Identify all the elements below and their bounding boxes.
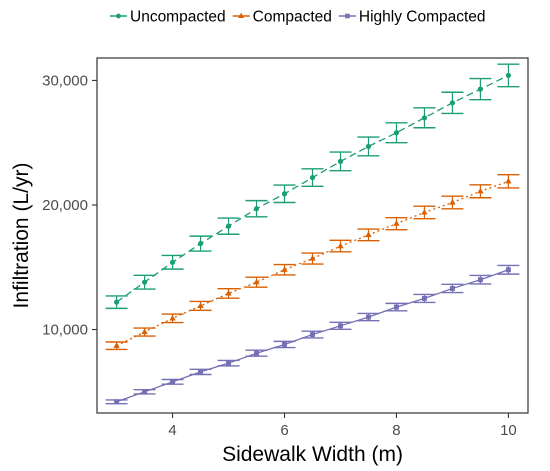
legend-item-compacted: Compacted — [232, 9, 332, 26]
data-point — [141, 279, 148, 285]
data-point — [505, 177, 512, 184]
data-point — [309, 255, 316, 261]
data-point — [142, 389, 148, 395]
series-layer — [105, 63, 520, 405]
data-point — [170, 379, 176, 385]
y-axis-title: Infiltration (L/yr) — [10, 163, 33, 309]
data-point — [366, 314, 371, 320]
y-tick-label: 30,000 — [42, 72, 88, 89]
x-axis: 4 6 8 10 — [168, 413, 517, 439]
legend-marker — [345, 13, 350, 19]
data-point — [225, 289, 232, 296]
data-point — [421, 115, 428, 121]
data-point — [505, 267, 511, 273]
data-point — [337, 242, 344, 249]
data-point — [226, 360, 232, 366]
data-point — [449, 198, 456, 205]
series-compacted — [105, 174, 520, 351]
series-line-uncompacted — [116, 74, 509, 303]
data-point — [449, 285, 455, 291]
data-point — [113, 342, 120, 348]
x-tick-label: 4 — [168, 422, 176, 439]
data-point — [114, 399, 120, 405]
data-point — [281, 191, 288, 197]
legend-marker — [238, 12, 245, 18]
data-point — [197, 240, 204, 247]
data-point — [225, 223, 232, 229]
x-tick-label: 6 — [280, 422, 288, 439]
data-point — [253, 278, 260, 285]
plot-panel-border — [96, 57, 529, 414]
data-point — [338, 323, 343, 329]
data-point — [393, 130, 400, 136]
data-point — [505, 72, 512, 79]
legend-label-compacted: Compacted — [253, 9, 332, 26]
x-tick-label: 8 — [392, 422, 400, 439]
data-point — [169, 314, 176, 321]
data-point — [365, 143, 372, 150]
data-point — [309, 174, 316, 181]
data-point — [365, 231, 372, 237]
legend-label-highly-compacted: Highly Compacted — [359, 9, 486, 26]
data-point — [337, 158, 344, 164]
data-point — [477, 86, 484, 92]
data-point — [113, 299, 120, 305]
data-point — [282, 342, 287, 347]
data-point — [310, 332, 315, 337]
series-highly-compacted — [105, 264, 520, 405]
data-point — [141, 328, 148, 335]
data-point — [197, 302, 204, 308]
y-tick-label: 10,000 — [42, 322, 88, 339]
data-point — [253, 206, 260, 212]
chart-legend: Uncompacted Compacted Highly Compacted — [110, 9, 486, 26]
data-point — [421, 208, 428, 215]
series-line-compacted — [116, 180, 509, 347]
data-point — [421, 295, 427, 301]
series-uncompacted — [105, 63, 520, 310]
data-point — [393, 304, 399, 310]
data-point — [254, 350, 259, 356]
y-axis: 10,000 20,000 30,000 — [42, 72, 97, 339]
data-point — [281, 266, 288, 272]
data-point — [198, 369, 204, 375]
data-point — [449, 100, 456, 106]
data-point — [477, 187, 484, 194]
legend-marker — [116, 13, 121, 19]
data-point — [169, 259, 176, 265]
y-tick-label: 20,000 — [42, 197, 88, 214]
x-axis-title: Sidewalk Width (m) — [222, 443, 403, 466]
x-tick-label: 10 — [500, 422, 517, 439]
data-point — [393, 220, 400, 226]
legend-label-uncompacted: Uncompacted — [130, 9, 226, 26]
data-point — [477, 277, 483, 283]
legend-item-uncompacted: Uncompacted — [110, 9, 226, 26]
legend-item-highly-compacted: Highly Compacted — [338, 9, 486, 26]
